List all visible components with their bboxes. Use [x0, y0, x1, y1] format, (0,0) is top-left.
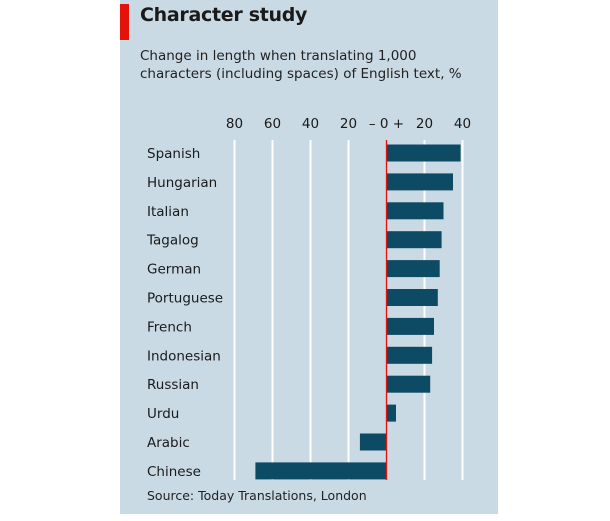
chart-panel: Character study Change in length when tr… — [120, 0, 498, 514]
category-label: Arabic — [147, 435, 190, 451]
chart-title: Character study — [140, 4, 308, 26]
bar-chart: 80 60 40 20 – 0 + 20 40 Spanish Hungarian Italian… — [146, 116, 471, 480]
bar-spanish — [386, 144, 461, 162]
tick-label: 80 — [226, 116, 243, 132]
tick-label: 40 — [454, 116, 471, 132]
bar-tagalog — [386, 231, 442, 249]
category-label: Russian — [147, 377, 199, 393]
tick-label: 20 — [340, 116, 357, 132]
tick-label: 20 — [416, 116, 433, 132]
bar-german — [386, 260, 440, 278]
bar-arabic — [359, 433, 387, 451]
category-label: French — [147, 319, 192, 335]
bar-chinese — [255, 462, 387, 480]
bar-hungarian — [386, 173, 453, 191]
category-label: Chinese — [147, 464, 201, 480]
tick-label: 40 — [302, 116, 319, 132]
tick-label: 60 — [264, 116, 281, 132]
category-label: Portuguese — [147, 291, 223, 307]
brand-red-tag — [120, 4, 129, 40]
bar-french — [386, 317, 434, 335]
chart-source: Source: Today Translations, London — [147, 488, 367, 503]
category-label: Urdu — [147, 406, 179, 422]
tick-label: – 0 + — [369, 116, 404, 132]
category-label: Indonesian — [147, 348, 221, 364]
category-label: Spanish — [147, 146, 200, 162]
bar-portuguese — [386, 289, 438, 306]
bar-urdu — [386, 404, 396, 422]
category-label: German — [147, 262, 201, 278]
bar-italian — [386, 202, 444, 220]
bar-indonesian — [386, 346, 433, 364]
chart-subtitle: Change in length when translating 1,000 … — [140, 48, 462, 82]
bar-russian — [386, 375, 431, 393]
category-label: Hungarian — [147, 175, 217, 191]
category-label: Italian — [147, 204, 189, 220]
category-label: Tagalog — [146, 233, 199, 249]
